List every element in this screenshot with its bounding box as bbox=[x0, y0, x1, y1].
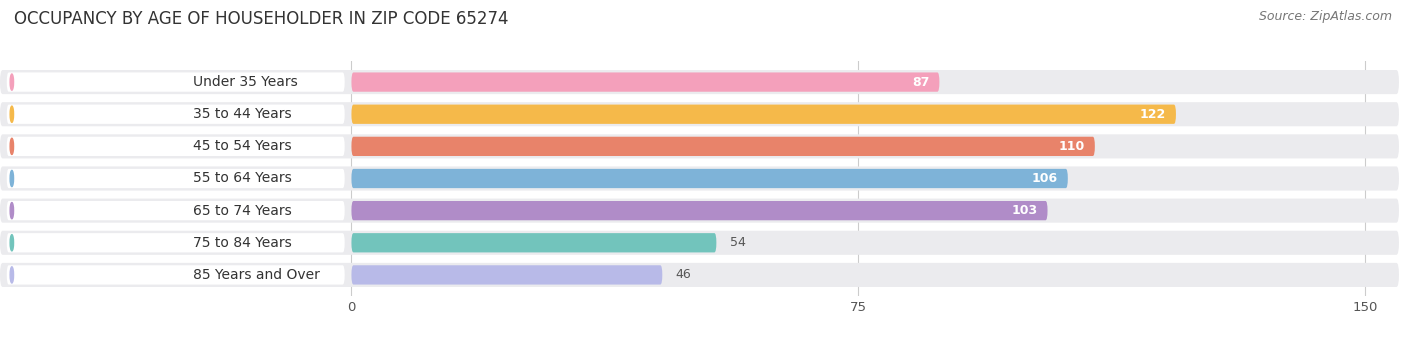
Text: 65 to 74 Years: 65 to 74 Years bbox=[193, 204, 291, 218]
FancyBboxPatch shape bbox=[0, 167, 1399, 190]
Circle shape bbox=[10, 203, 14, 219]
Text: 35 to 44 Years: 35 to 44 Years bbox=[193, 107, 291, 121]
Text: 85 Years and Over: 85 Years and Over bbox=[193, 268, 319, 282]
FancyBboxPatch shape bbox=[7, 137, 344, 156]
Circle shape bbox=[10, 138, 14, 154]
Text: 55 to 64 Years: 55 to 64 Years bbox=[193, 171, 291, 186]
FancyBboxPatch shape bbox=[0, 199, 1399, 223]
Circle shape bbox=[10, 106, 14, 122]
FancyBboxPatch shape bbox=[352, 201, 1047, 220]
Text: Source: ZipAtlas.com: Source: ZipAtlas.com bbox=[1258, 10, 1392, 23]
FancyBboxPatch shape bbox=[0, 263, 1399, 287]
FancyBboxPatch shape bbox=[7, 169, 344, 188]
Text: 75 to 84 Years: 75 to 84 Years bbox=[193, 236, 291, 250]
Circle shape bbox=[10, 267, 14, 283]
FancyBboxPatch shape bbox=[352, 72, 939, 92]
FancyBboxPatch shape bbox=[7, 233, 344, 252]
FancyBboxPatch shape bbox=[7, 72, 344, 92]
Text: Under 35 Years: Under 35 Years bbox=[193, 75, 297, 89]
FancyBboxPatch shape bbox=[7, 105, 344, 124]
FancyBboxPatch shape bbox=[0, 134, 1399, 158]
FancyBboxPatch shape bbox=[352, 265, 662, 285]
Text: 45 to 54 Years: 45 to 54 Years bbox=[193, 139, 291, 153]
Text: 110: 110 bbox=[1059, 140, 1084, 153]
Text: 54: 54 bbox=[730, 236, 745, 249]
FancyBboxPatch shape bbox=[352, 105, 1175, 124]
FancyBboxPatch shape bbox=[352, 169, 1067, 188]
Text: 103: 103 bbox=[1011, 204, 1038, 217]
Text: 106: 106 bbox=[1032, 172, 1057, 185]
Text: 46: 46 bbox=[676, 268, 692, 282]
FancyBboxPatch shape bbox=[7, 201, 344, 220]
Circle shape bbox=[10, 235, 14, 251]
Text: 122: 122 bbox=[1139, 108, 1166, 121]
Text: 87: 87 bbox=[912, 75, 929, 89]
FancyBboxPatch shape bbox=[0, 70, 1399, 94]
FancyBboxPatch shape bbox=[0, 231, 1399, 255]
FancyBboxPatch shape bbox=[352, 233, 717, 252]
FancyBboxPatch shape bbox=[0, 102, 1399, 126]
FancyBboxPatch shape bbox=[7, 265, 344, 285]
Text: OCCUPANCY BY AGE OF HOUSEHOLDER IN ZIP CODE 65274: OCCUPANCY BY AGE OF HOUSEHOLDER IN ZIP C… bbox=[14, 10, 509, 28]
FancyBboxPatch shape bbox=[352, 137, 1095, 156]
Circle shape bbox=[10, 170, 14, 187]
Circle shape bbox=[10, 74, 14, 90]
